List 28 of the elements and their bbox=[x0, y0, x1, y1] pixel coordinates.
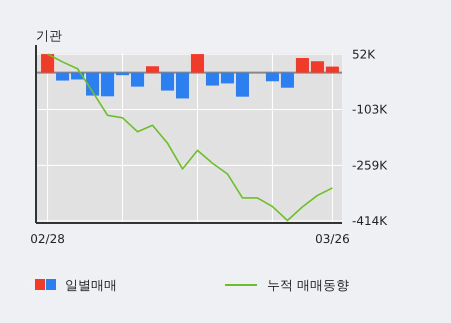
y-tick-label: -414K bbox=[352, 214, 388, 228]
bar bbox=[296, 58, 309, 73]
legend-label: 일별매매 bbox=[65, 278, 117, 294]
bar bbox=[86, 72, 100, 96]
chart-title: 기관 bbox=[36, 29, 62, 44]
bar bbox=[56, 72, 70, 81]
bar bbox=[146, 66, 160, 73]
y-tick-label: -103K bbox=[352, 102, 388, 117]
bar bbox=[236, 72, 249, 97]
bar bbox=[280, 72, 294, 88]
y-tick-label: -259K bbox=[352, 158, 388, 173]
bar bbox=[326, 66, 339, 73]
bar bbox=[41, 54, 54, 73]
x-tick-label: 02/28 bbox=[30, 232, 65, 246]
bar bbox=[101, 72, 114, 96]
bar bbox=[220, 72, 234, 84]
bar bbox=[116, 72, 130, 76]
x-tick-label: 03/26 bbox=[315, 232, 350, 246]
y-tick-label: 52K bbox=[352, 47, 376, 62]
bar bbox=[160, 72, 174, 91]
bar bbox=[190, 54, 204, 73]
bar bbox=[176, 72, 190, 98]
bar bbox=[206, 72, 220, 86]
line-series bbox=[46, 53, 334, 222]
bar bbox=[266, 72, 279, 82]
legend-label: 누적 매매동향 bbox=[267, 278, 350, 294]
bar bbox=[131, 72, 144, 87]
bar bbox=[310, 61, 324, 73]
